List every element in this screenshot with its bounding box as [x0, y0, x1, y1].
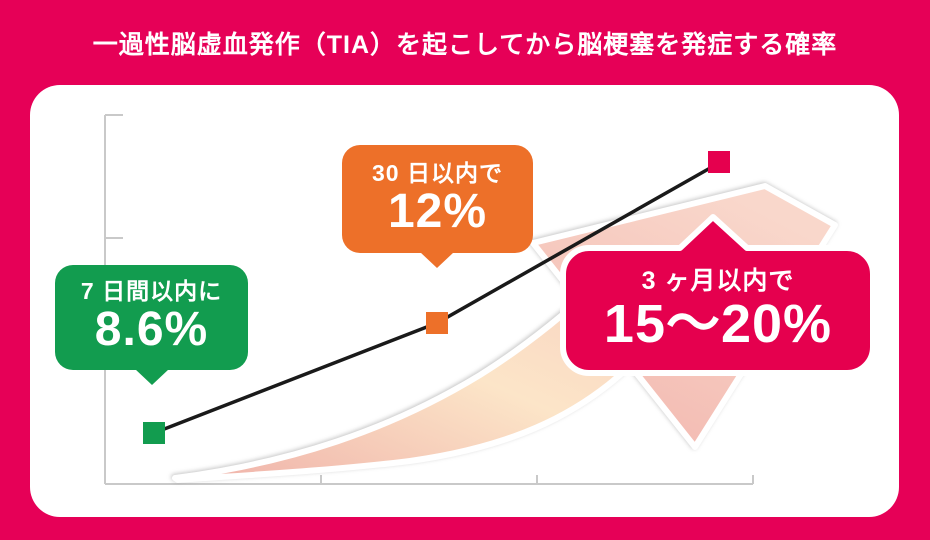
callout-bubble-3months	[560, 214, 876, 376]
page-title: 一過性脳虚血発作（TIA）を起こしてから脳梗塞を発症する確率	[92, 31, 838, 59]
data-point-30days	[426, 312, 448, 334]
chart-card: 7 日間以内に 8.6% 30 日以内で 12% 3 ヶ月以内で 15〜20%	[30, 85, 899, 517]
data-point-3months	[708, 151, 730, 173]
data-point-7days	[143, 422, 165, 444]
callout-bubble-30days	[342, 145, 533, 268]
callout-bubble-7days	[55, 265, 248, 385]
chart-svg	[55, 114, 876, 485]
x-axis-ticks	[320, 475, 754, 484]
